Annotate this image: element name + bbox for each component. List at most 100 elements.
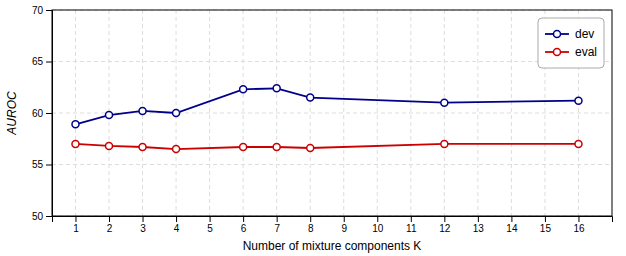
x-tick-mark: [578, 216, 579, 222]
x-tick-mark: [411, 216, 412, 222]
series-marker: [240, 86, 247, 93]
y-axis-line: [46, 11, 53, 217]
x-axis: 12345678910111213141516: [53, 216, 613, 234]
x-tick: 15: [540, 216, 552, 234]
grid-line-x: [343, 10, 344, 216]
grid-line-y: [52, 61, 612, 62]
x-tick-label: 1: [73, 223, 79, 234]
x-tick: 14: [506, 216, 518, 234]
x-tick-label: 4: [174, 223, 180, 234]
grid-line-x: [477, 10, 478, 216]
y-axis-label: AUROC: [5, 91, 19, 136]
legend-label: dev: [575, 27, 594, 41]
grid-line-x: [511, 10, 512, 216]
series-marker: [173, 146, 180, 153]
y-tick-label: 50: [32, 211, 44, 222]
series-marker: [307, 145, 314, 152]
x-tick-mark: [545, 216, 546, 222]
x-tick-label: 5: [207, 223, 213, 234]
series-marker: [72, 140, 79, 147]
x-tick: 5: [207, 216, 213, 234]
y-tick: 65: [32, 56, 52, 67]
series-marker: [273, 143, 280, 150]
x-tick: 16: [573, 216, 585, 234]
series-marker: [139, 107, 146, 114]
plot: 123456789101112131415165055606570Number …: [5, 5, 613, 253]
x-tick-label: 10: [372, 223, 384, 234]
x-tick: 4: [174, 216, 180, 234]
y-tick: 50: [32, 211, 52, 222]
x-tick: 7: [274, 216, 280, 234]
legend-label: eval: [575, 45, 597, 59]
x-tick-mark: [511, 216, 512, 222]
legend-box: [538, 18, 604, 68]
x-tick: 10: [372, 216, 384, 234]
y-tick-label: 65: [32, 56, 44, 67]
series-marker: [72, 121, 79, 128]
x-tick-mark: [176, 216, 177, 222]
x-tick-label: 8: [308, 223, 314, 234]
x-tick-mark: [444, 216, 445, 222]
grid-line-y: [52, 164, 612, 165]
x-tick: 13: [473, 216, 485, 234]
x-tick-mark: [243, 216, 244, 222]
series-marker: [441, 140, 448, 147]
plot-frame: [52, 10, 612, 216]
y-tick-mark: [46, 62, 52, 63]
x-tick-label: 12: [439, 223, 451, 234]
x-tick: 6: [241, 216, 247, 234]
x-tick-mark: [210, 216, 211, 222]
series-marker: [240, 143, 247, 150]
x-tick-label: 16: [573, 223, 585, 234]
x-tick-label: 2: [107, 223, 113, 234]
x-tick-mark: [377, 216, 378, 222]
x-tick-label: 9: [341, 223, 347, 234]
series-line: [75, 144, 578, 149]
y-tick-label: 60: [32, 108, 44, 119]
x-tick-label: 6: [241, 223, 247, 234]
legend-entry: eval: [545, 45, 597, 59]
y-axis: 50 55 60 65 70: [32, 5, 53, 222]
series-marker: [139, 143, 146, 150]
series-marker: [273, 85, 280, 92]
y-tick: 55: [32, 159, 52, 170]
series-marker: [307, 94, 314, 101]
y-tick: 60: [32, 108, 52, 119]
x-tick-mark: [277, 216, 278, 222]
chart: 123456789101112131415165055606570Number …: [0, 0, 626, 256]
y-tick-label: 55: [32, 159, 44, 170]
legend-entry: dev: [545, 27, 594, 41]
y-tick-mark: [46, 10, 52, 11]
y-tick: 70: [32, 5, 52, 16]
series-marker: [106, 142, 113, 149]
series-marker: [106, 112, 113, 119]
y-tick-mark: [46, 216, 52, 217]
x-tick-mark: [478, 216, 479, 222]
x-axis-label: Number of mixture components K: [243, 239, 422, 253]
x-tick-mark: [143, 216, 144, 222]
x-axis-line: [53, 217, 613, 223]
x-tick: 12: [439, 216, 451, 234]
x-tick-mark: [310, 216, 311, 222]
series-marker: [441, 99, 448, 106]
legend: dev eval: [538, 18, 604, 68]
data-marks: [72, 85, 582, 153]
x-tick-label: 11: [406, 223, 417, 234]
legend-swatch-marker: [553, 31, 560, 38]
series-marker: [575, 140, 582, 147]
x-tick-mark: [75, 216, 76, 222]
x-tick: 9: [341, 216, 347, 234]
x-tick-label: 14: [506, 223, 518, 234]
x-tick: 2: [107, 216, 113, 234]
series-line: [75, 88, 578, 124]
series-marker: [173, 110, 180, 117]
x-tick-mark: [109, 216, 110, 222]
x-tick: 3: [140, 216, 146, 234]
x-tick-label: 15: [540, 223, 552, 234]
legend-swatch-marker: [553, 49, 560, 56]
x-tick: 8: [308, 216, 314, 234]
grid: [52, 10, 612, 216]
x-tick: 1: [73, 216, 79, 234]
x-tick-mark: [344, 216, 345, 222]
series-marker: [575, 97, 582, 104]
